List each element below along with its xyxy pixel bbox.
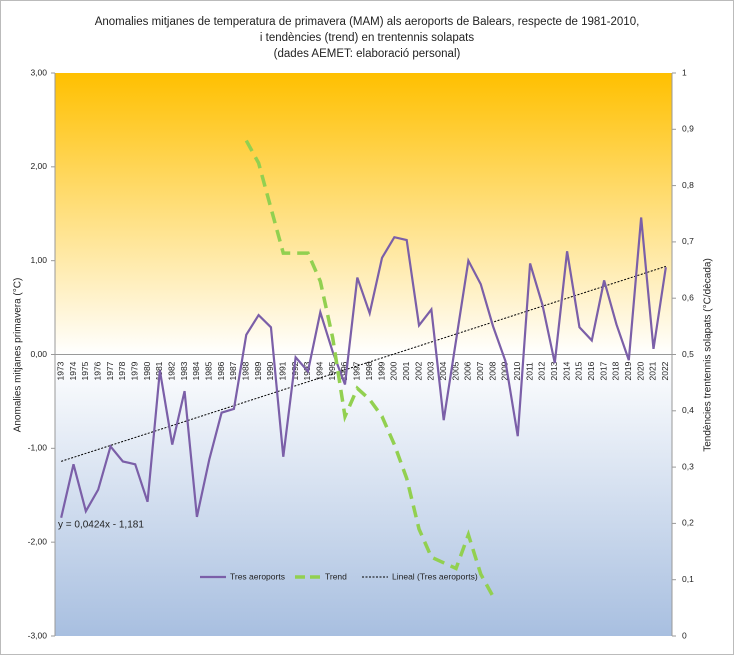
x-tick-label: 1990 <box>265 361 275 380</box>
annotation: y = 0,0424x - 1,181 <box>58 520 144 531</box>
y2-tick-label: 0,6 <box>682 292 694 302</box>
x-tick-label: 2020 <box>635 361 645 380</box>
x-tick-label: 1975 <box>80 361 90 380</box>
x-tick-label: 2009 <box>500 361 510 380</box>
y2-axis-label: Tendències trentennis solapats (°C/dècad… <box>703 258 714 452</box>
x-tick-label: 1997 <box>352 361 362 380</box>
series-line <box>244 139 495 598</box>
x-tick-label: 2015 <box>574 361 584 380</box>
x-tick-label: 2000 <box>389 361 399 380</box>
y-axis-label: Anomalies mitjanes primavera (°C) <box>13 278 24 433</box>
y2-tick-label: 1 <box>682 67 687 77</box>
chart-title: (dades AEMET: elaboració personal) <box>274 48 461 60</box>
y-tick-label: 2,00 <box>30 161 47 171</box>
x-tick-label: 2013 <box>549 361 559 380</box>
legend-label: Lineal (Tres aeroports) <box>392 571 478 581</box>
y-tick-label: -1,00 <box>28 443 48 453</box>
trendline <box>61 265 666 462</box>
x-tick-label: 1979 <box>129 361 139 380</box>
x-tick-label: 2012 <box>537 361 547 380</box>
x-tick-label: 1986 <box>216 361 226 380</box>
x-tick-label: 2019 <box>623 361 633 380</box>
x-tick-label: 1974 <box>68 361 78 380</box>
x-tick-label: 2017 <box>598 361 608 380</box>
x-tick-label: 1989 <box>253 361 263 380</box>
x-tick-label: 2014 <box>561 361 571 380</box>
x-tick-label: 2007 <box>475 361 485 380</box>
y2-tick-label: 0,3 <box>682 461 694 471</box>
x-tick-label: 1983 <box>179 361 189 380</box>
y-tick-label: 1,00 <box>30 255 47 265</box>
x-tick-label: 1980 <box>142 361 152 380</box>
x-tick-label: 2022 <box>660 361 670 380</box>
x-tick-label: 1996 <box>339 361 349 380</box>
x-tick-label: 2016 <box>586 361 596 380</box>
y2-tick-label: 0,4 <box>682 405 694 415</box>
x-tick-label: 2011 <box>524 362 534 381</box>
x-tick-label: 2021 <box>648 361 658 380</box>
x-tick-label: 2008 <box>487 361 497 380</box>
x-tick-label: 2018 <box>611 361 621 380</box>
y-tick-label: 0,00 <box>30 349 47 359</box>
x-tick-label: 1994 <box>315 361 325 380</box>
series-line <box>60 217 667 519</box>
y2-tick-label: 0 <box>682 630 687 640</box>
chart-title: i tendències (trend) en trentennis solap… <box>260 32 474 44</box>
x-tick-label: 1999 <box>376 361 386 380</box>
y2-tick-label: 0,7 <box>682 236 694 246</box>
x-tick-label: 1973 <box>55 361 65 380</box>
x-tick-label: 2001 <box>401 361 411 380</box>
x-tick-label: 1991 <box>278 361 288 380</box>
x-tick-label: 1978 <box>117 361 127 380</box>
chart-title: Anomalies mitjanes de temperatura de pri… <box>95 16 640 28</box>
x-tick-label: 1985 <box>204 361 214 380</box>
x-tick-label: 2005 <box>450 361 460 380</box>
x-tick-label: 1998 <box>364 361 374 380</box>
y2-tick-label: 0,1 <box>682 574 694 584</box>
y2-tick-label: 0,5 <box>682 349 694 359</box>
y2-tick-label: 0,2 <box>682 518 694 528</box>
y2-tick-label: 0,9 <box>682 124 694 134</box>
x-tick-label: 1984 <box>191 361 201 380</box>
x-tick-label: 2006 <box>463 361 473 380</box>
x-tick-label: 1995 <box>327 361 337 380</box>
x-tick-label: 2002 <box>413 361 423 380</box>
x-tick-label: 1982 <box>166 361 176 380</box>
x-tick-label: 1987 <box>228 361 238 380</box>
x-tick-label: 2004 <box>438 361 448 380</box>
x-tick-label: 1976 <box>92 361 102 380</box>
x-tick-label: 1988 <box>241 361 251 380</box>
legend-label: Tres aeroports <box>230 571 285 581</box>
y-tick-label: 3,00 <box>30 67 47 77</box>
y2-tick-label: 0,8 <box>682 180 694 190</box>
y-tick-label: -2,00 <box>28 536 48 546</box>
y-tick-label: -3,00 <box>28 630 48 640</box>
x-tick-label: 2010 <box>512 361 522 380</box>
legend-label: Trend <box>325 571 347 581</box>
x-tick-label: 2003 <box>426 361 436 380</box>
x-tick-label: 1977 <box>105 361 115 380</box>
